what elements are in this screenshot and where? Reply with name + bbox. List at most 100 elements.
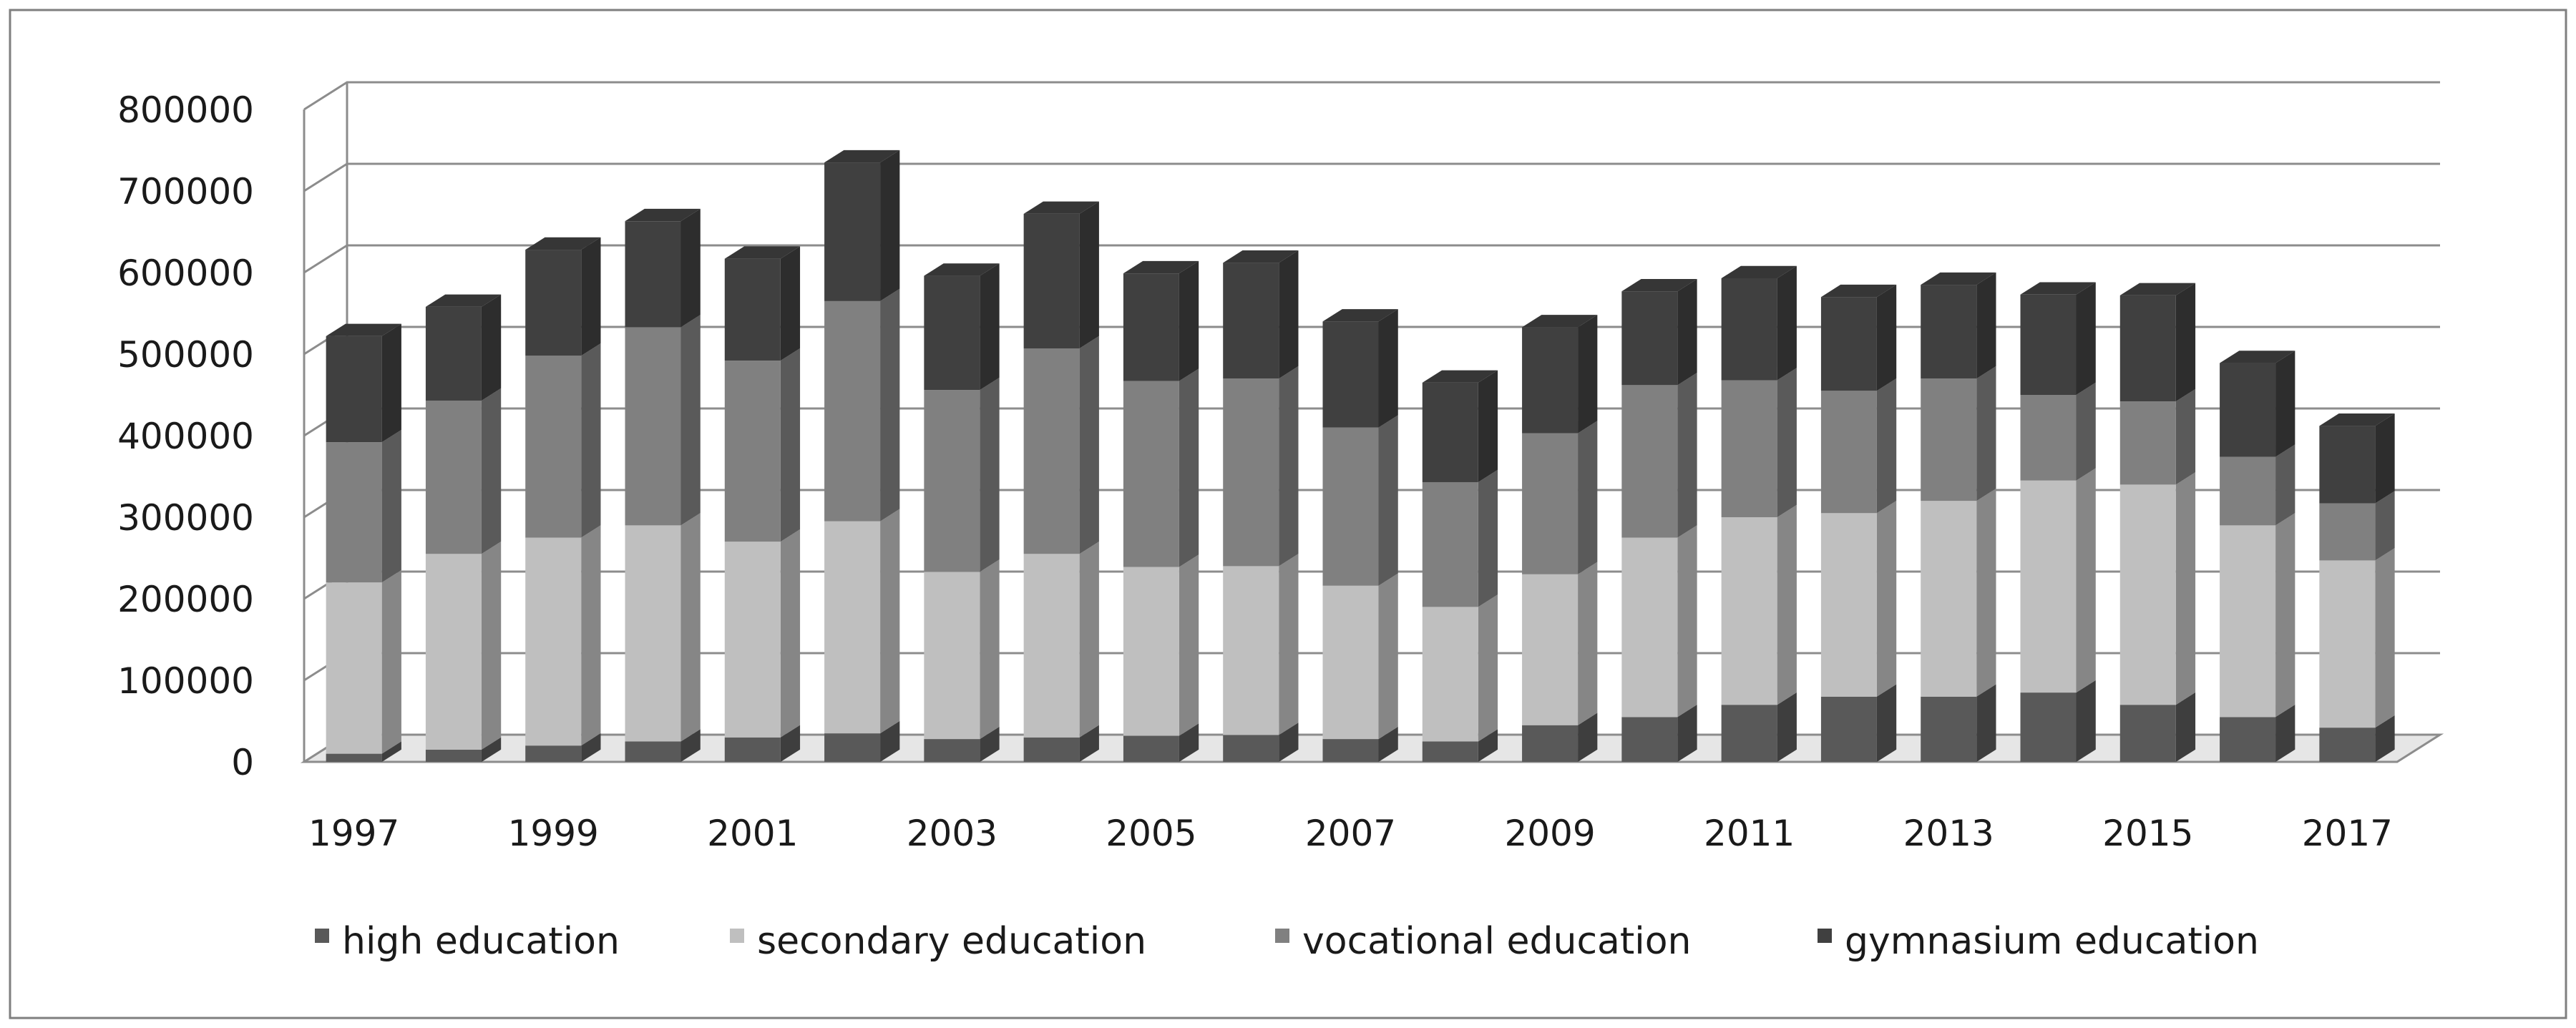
y-tick-label: 200000 — [117, 579, 254, 620]
bar-segment — [625, 729, 701, 762]
bar-segment — [1522, 315, 1598, 434]
y-tick-label: 100000 — [117, 660, 254, 702]
bar-segment — [1023, 542, 1099, 738]
bar-stack-2017 — [2319, 413, 2395, 762]
bar-stack-2003 — [924, 263, 1000, 762]
bar-segment — [625, 315, 701, 526]
y-tick-label: 600000 — [117, 253, 254, 294]
bar-segment — [425, 294, 502, 401]
bar-segment — [1820, 501, 1897, 697]
y-tick-label: 400000 — [117, 416, 254, 457]
bar-stack-2012 — [1820, 284, 1897, 762]
bar-segment — [824, 509, 900, 734]
bar-segment — [326, 323, 401, 443]
bar-stack-2009 — [1522, 315, 1598, 762]
bar-segment — [326, 569, 401, 754]
y-tick-label: 300000 — [117, 497, 254, 539]
bar-segment — [525, 525, 601, 746]
bar-stack-2000 — [625, 208, 701, 762]
x-axis-ticks: 1997 1999 2001 2003 2005 2007 2009 2011 2013 2015… — [308, 813, 2393, 854]
bar-segment — [2119, 692, 2196, 762]
bar-segment — [1921, 366, 1996, 501]
bar-segment — [1621, 525, 1697, 718]
bar-segment — [2220, 444, 2296, 526]
bar-segment — [1621, 278, 1697, 386]
bar-segment — [724, 246, 801, 361]
bar-segment — [2020, 468, 2096, 693]
y-tick-label: 0 — [231, 742, 254, 783]
bar-stack-2004 — [1023, 201, 1099, 762]
bar-segment — [824, 150, 900, 301]
bar-stack-2007 — [1322, 309, 1398, 762]
bar-segment — [1322, 573, 1398, 740]
bar-segment — [525, 733, 601, 762]
bar-segment — [625, 513, 701, 742]
bar-segment — [724, 348, 801, 542]
y-tick-label: 800000 — [117, 89, 254, 131]
bar-segment — [1522, 421, 1598, 574]
bars — [326, 150, 2395, 762]
bar-segment — [824, 720, 900, 762]
bar-segment — [924, 726, 1000, 762]
bar-segment — [1721, 265, 1797, 381]
legend-label: gymnasium education — [1845, 920, 2259, 963]
bar-segment — [2020, 680, 2096, 762]
bar-segment — [525, 237, 601, 356]
bar-segment — [1322, 726, 1398, 762]
bar-stack-2015 — [2119, 283, 2196, 762]
legend-item: vocational education — [1275, 920, 1692, 963]
bar-segment — [2319, 715, 2395, 762]
bar-segment — [1921, 684, 1996, 762]
bar-segment — [724, 529, 801, 738]
bar-stack-2002 — [824, 150, 900, 762]
bar-stack-2008 — [1422, 370, 1498, 762]
bar-stack-1997 — [326, 323, 401, 762]
legend-label: high education — [342, 920, 620, 963]
y-axis-ticks: 0 100000 200000 300000 400000 500000 600000 700… — [117, 89, 254, 783]
bar-segment — [1820, 284, 1897, 391]
bar-segment — [1023, 336, 1099, 554]
x-tick-label: 2007 — [1305, 813, 1396, 854]
bar-segment — [1820, 378, 1897, 514]
bar-segment — [2220, 513, 2296, 718]
x-tick-label: 2005 — [1106, 813, 1196, 854]
legend: high education secondary education vocatio… — [315, 920, 2259, 963]
legend-swatch — [1818, 929, 1832, 943]
bar-segment — [326, 429, 401, 583]
x-tick-label: 2003 — [907, 813, 997, 854]
bar-segment — [2119, 388, 2196, 485]
bar-segment — [1522, 562, 1598, 725]
x-tick-label: 2017 — [2302, 813, 2393, 854]
gridline — [303, 81, 2440, 111]
bar-segment — [425, 542, 502, 750]
bar-segment — [1023, 201, 1099, 349]
legend-swatch — [1275, 929, 1289, 943]
bar-segment — [425, 737, 502, 762]
bar-segment — [1621, 705, 1697, 762]
bar-segment — [625, 208, 701, 328]
bar-segment — [2020, 282, 2096, 395]
bar-segment — [1322, 309, 1398, 428]
bar-stack-2010 — [1621, 278, 1697, 762]
x-tick-label: 2015 — [2102, 813, 2193, 854]
bar-segment — [1422, 370, 1498, 482]
legend-label: secondary education — [757, 920, 1146, 963]
bar-stack-2016 — [2220, 351, 2296, 762]
bar-stack-1999 — [525, 237, 601, 762]
bar-segment — [1721, 368, 1797, 517]
bar-segment — [1223, 554, 1299, 735]
bar-segment — [1422, 594, 1498, 742]
bar-segment — [1123, 554, 1199, 736]
bar-segment — [1422, 469, 1498, 607]
bar-segment — [2119, 472, 2196, 705]
bar-segment — [1522, 713, 1598, 762]
bar-segment — [1921, 272, 1996, 379]
bar-segment — [1721, 692, 1797, 762]
x-tick-label: 1999 — [508, 813, 599, 854]
x-tick-label: 2001 — [707, 813, 798, 854]
legend-swatch — [315, 929, 329, 943]
bar-segment — [2319, 413, 2395, 504]
bar-segment — [1123, 260, 1199, 381]
x-tick-label: 2011 — [1704, 813, 1795, 854]
